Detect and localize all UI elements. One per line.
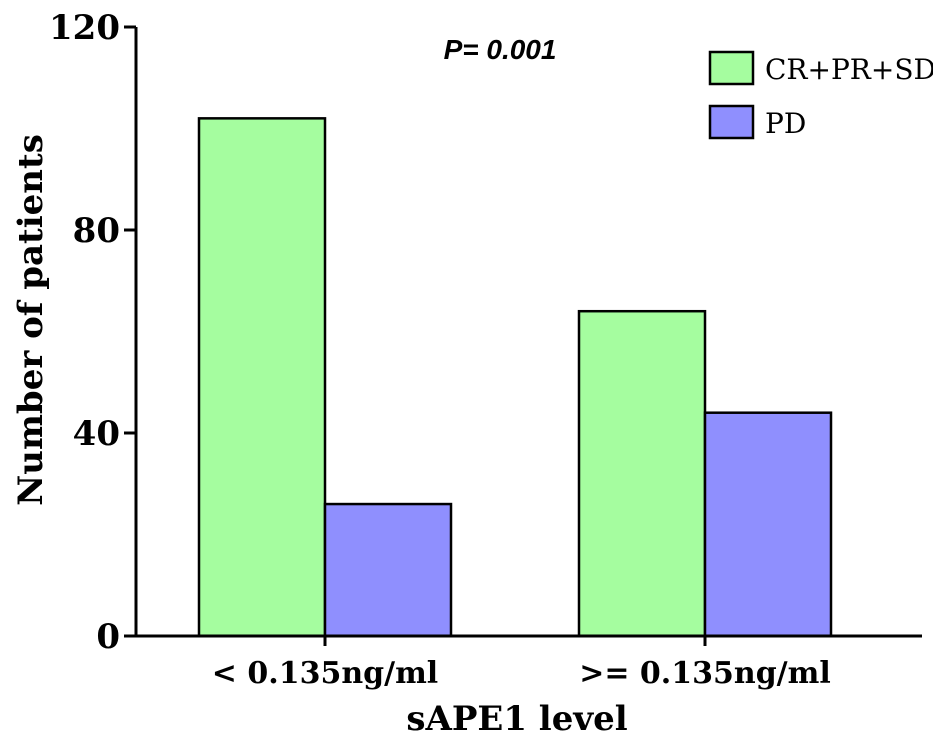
legend-swatch xyxy=(708,104,755,140)
y-tick-label: 40 xyxy=(73,414,120,454)
p-value-annotation: P= 0.001 xyxy=(444,34,557,65)
y-tick-label: 0 xyxy=(96,617,120,657)
x-tick-labels-group: < 0.135ng/ml >= 0.135ng/ml xyxy=(212,636,831,691)
bar-progressive-1 xyxy=(323,502,453,638)
bar-responders-1 xyxy=(197,117,327,638)
y-ticks-group: 0 40 80 120 xyxy=(49,8,136,657)
bars-group xyxy=(197,117,833,638)
bar-progressive-2 xyxy=(703,411,833,638)
bar-responders-2 xyxy=(577,309,707,638)
x-axis-title: sAPE1 level xyxy=(406,699,627,734)
axes-group xyxy=(134,27,922,638)
legend-swatch xyxy=(708,50,755,86)
x-tick-label: >= 0.135ng/ml xyxy=(579,656,831,691)
x-tick-label: < 0.135ng/ml xyxy=(212,656,438,691)
y-tick-label: 120 xyxy=(49,8,120,48)
y-axis-title: Number of patients xyxy=(11,134,51,506)
legend-label: PD xyxy=(765,107,806,140)
legend: CR+PR+SD PD xyxy=(708,50,933,140)
legend-label: CR+PR+SD xyxy=(765,53,933,86)
y-tick-label: 80 xyxy=(73,211,120,251)
